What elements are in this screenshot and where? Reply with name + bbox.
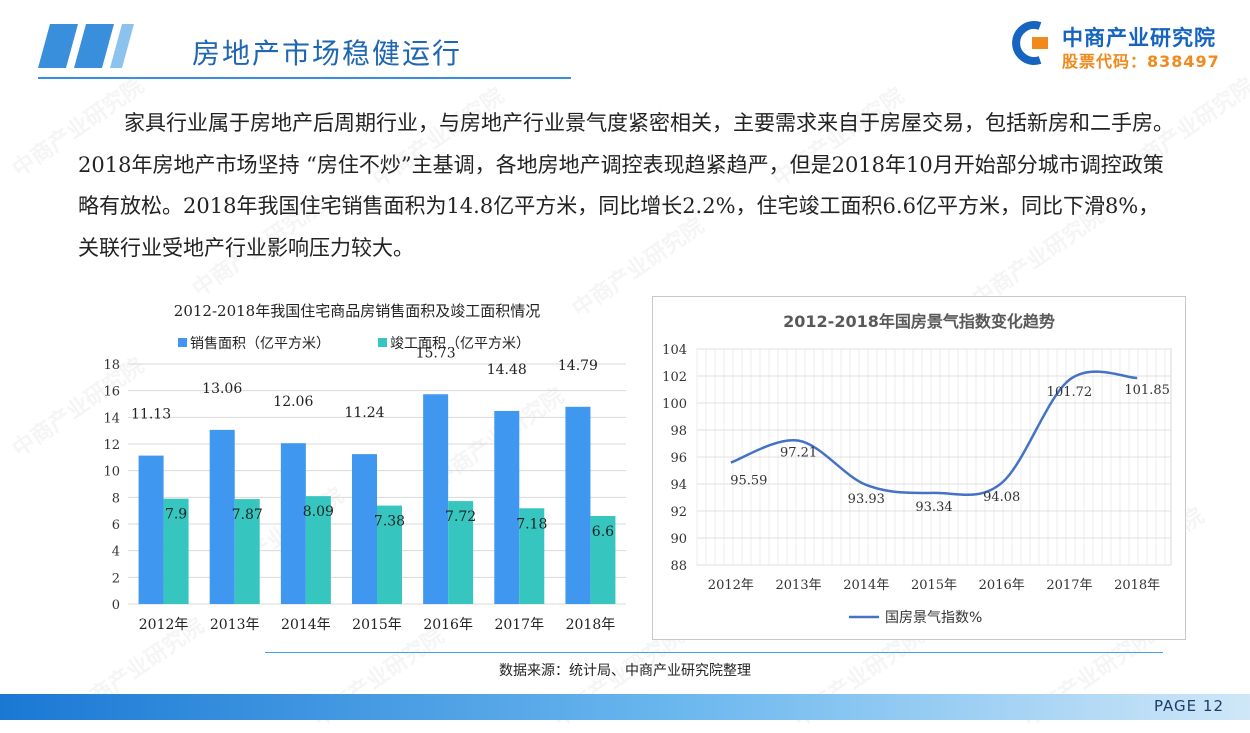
data-label: 7.9 <box>165 507 187 523</box>
data-label: 7.18 <box>516 516 547 532</box>
bar <box>448 501 474 604</box>
data-label: 95.59 <box>730 474 767 489</box>
data-label: 6.6 <box>592 524 614 540</box>
legend-swatch <box>178 338 187 347</box>
company-logo: 中商产业研究院 股票代码：838497 <box>1010 20 1230 71</box>
page-title: 房地产市场稳健运行 <box>192 37 463 70</box>
source-divider <box>265 652 1163 653</box>
y-tick-label: 92 <box>670 505 687 520</box>
x-tick-label: 2015年 <box>352 617 402 633</box>
data-label: 101.85 <box>1124 383 1170 398</box>
y-tick-label: 16 <box>103 385 120 400</box>
data-label: 14.79 <box>558 358 598 374</box>
data-source-note: 数据来源：统计局、中商产业研究院整理 <box>499 663 751 679</box>
x-tick-label: 2016年 <box>423 617 473 633</box>
y-tick-label: 90 <box>670 532 687 547</box>
bar <box>209 429 235 604</box>
x-tick-label: 2013年 <box>210 617 260 633</box>
x-tick-label: 2018年 <box>1114 578 1160 593</box>
logo-mark-icon <box>1012 21 1048 65</box>
bar <box>163 498 189 604</box>
logo-company-name: 中商产业研究院 <box>1062 26 1216 50</box>
data-label: 7.72 <box>445 509 476 525</box>
y-tick-label: 2 <box>112 571 120 586</box>
data-label: 7.87 <box>232 507 263 523</box>
data-label: 93.93 <box>848 492 885 507</box>
y-tick-label: 6 <box>112 518 120 533</box>
chart-title: 2012-2018年国房景气指数变化趋势 <box>783 312 1055 331</box>
y-tick-label: 18 <box>103 358 120 373</box>
title-stripes-decoration <box>38 24 134 68</box>
data-label: 93.34 <box>915 500 952 515</box>
legend-label: 竣工面积（亿平方米） <box>390 336 530 352</box>
bar <box>565 406 591 604</box>
data-label: 97.21 <box>780 446 817 461</box>
x-tick-label: 2018年 <box>566 617 616 633</box>
line-chart-climate-index: 2012-2018年国房景气指数变化趋势 88 90 92 94 96 98 100 102 10… <box>662 312 1172 626</box>
bar <box>305 496 331 604</box>
data-label: 11.24 <box>344 405 384 421</box>
y-tick-label: 94 <box>670 478 687 493</box>
line-chart-frame: 2012-2018年国房景气指数变化趋势 88 90 92 94 96 98 100 102 10… <box>652 296 1186 640</box>
legend-swatch <box>378 338 387 347</box>
series-line <box>730 370 1138 497</box>
data-label: 94.08 <box>983 490 1020 505</box>
x-tick-label: 2013年 <box>776 578 822 593</box>
bar <box>377 505 402 604</box>
y-tick-label: 10 <box>103 465 120 480</box>
y-tick-label: 102 <box>662 370 687 385</box>
y-tick-label: 100 <box>662 397 687 412</box>
y-tick-label: 96 <box>670 451 687 466</box>
data-label: 13.06 <box>202 381 242 397</box>
x-tick-label: 2016年 <box>979 578 1025 593</box>
x-tick-label: 2014年 <box>843 578 889 593</box>
y-tick-label: 14 <box>103 411 120 426</box>
data-label: 101.72 <box>1047 385 1093 400</box>
bar <box>352 454 377 604</box>
bar <box>494 410 520 604</box>
footer-bar <box>0 694 1250 720</box>
bar <box>234 499 260 604</box>
data-label: 12.06 <box>273 394 313 410</box>
bar <box>138 455 164 604</box>
bar <box>423 394 449 604</box>
x-tick-label: 2014年 <box>281 617 331 633</box>
y-tick-label: 12 <box>103 438 120 453</box>
data-label: 8.09 <box>303 504 334 520</box>
x-tick-label: 2017年 <box>1046 578 1092 593</box>
y-tick-label: 104 <box>662 343 687 358</box>
body-paragraph: 家具行业属于房地产后周期行业，与房地产行业景气度紧密相关，主要需求来自于房屋交易… <box>78 111 1174 260</box>
logo-stock-code: 股票代码：838497 <box>1062 52 1220 71</box>
y-tick-label: 4 <box>112 545 120 560</box>
chart-title: 2012-2018年我国住宅商品房销售面积及竣工面积情况 <box>174 302 540 320</box>
y-tick-label: 98 <box>670 424 687 439</box>
bar <box>519 508 545 604</box>
legend-label: 销售面积（亿平方米） <box>190 336 330 352</box>
y-tick-label: 88 <box>670 559 687 574</box>
title-underline <box>38 77 571 79</box>
legend-label: 国房景气指数% <box>885 610 982 626</box>
x-tick-label: 2015年 <box>911 578 957 593</box>
page-number: PAGE 12 <box>1153 697 1224 715</box>
data-label: 11.13 <box>131 407 171 423</box>
x-tick-label: 2012年 <box>139 617 189 633</box>
bar <box>280 443 306 604</box>
data-label: 7.38 <box>374 514 405 530</box>
y-tick-label: 8 <box>112 491 120 506</box>
data-label: 15.73 <box>416 345 456 361</box>
data-label: 14.48 <box>487 362 527 378</box>
y-tick-label: 0 <box>112 598 120 613</box>
x-tick-label: 2017年 <box>494 617 544 633</box>
bar <box>590 516 616 604</box>
x-tick-label: 2012年 <box>708 578 754 593</box>
